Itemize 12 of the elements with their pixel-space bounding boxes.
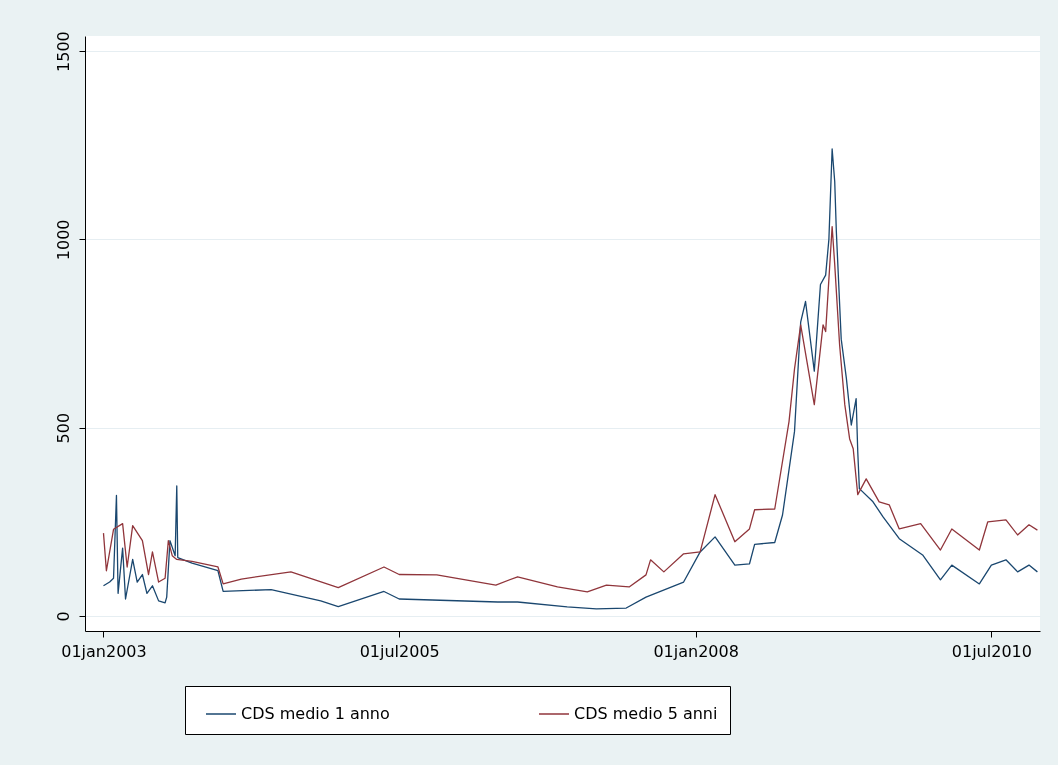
y-tick-label: 1000 [53,219,73,261]
legend-label: CDS medio 1 anno [241,704,390,723]
legend-label: CDS medio 5 anni [574,704,718,723]
x-tick-label: 01jan2003 [61,641,147,661]
x-tick-label: 01jan2008 [653,641,739,661]
y-tick-label: 1500 [53,31,73,72]
line-series [102,148,1039,610]
y-tick-label: 500 [53,412,73,444]
line-series [102,225,1039,593]
x-tick-label: 01jul2005 [359,641,440,661]
x-tick-label: 01jul2010 [951,641,1032,661]
y-tick-label: 0 [53,611,73,622]
